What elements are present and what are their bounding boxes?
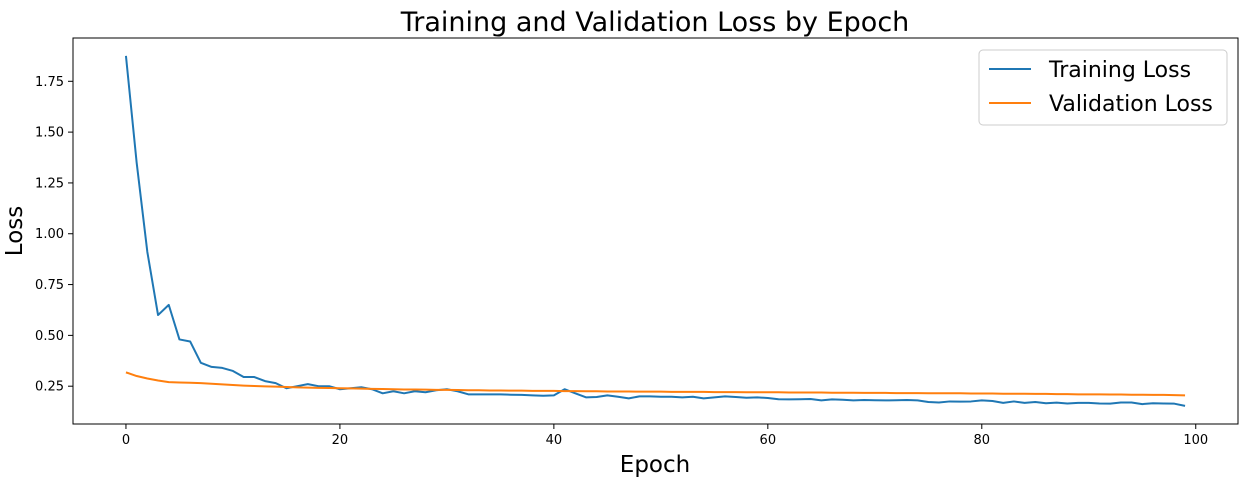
x-tick-label: 40 (546, 433, 563, 448)
legend-box (978, 49, 1228, 126)
legend-label-validation-loss: Validation Loss (1049, 92, 1213, 117)
y-axis-label: Loss (2, 206, 28, 256)
plot-area (124, 55, 1186, 407)
y-axis: 0.25 0.50 0.75 1.00 1.25 1.50 1.75 (35, 75, 73, 395)
y-tick-label: 1.75 (35, 75, 64, 90)
y-tick-label: 1.00 (35, 227, 64, 242)
y-tick-label: 0.50 (35, 329, 64, 344)
plot-frame (72, 37, 1239, 425)
x-tick-label: 60 (760, 433, 777, 448)
legend-label-training-loss: Training Loss (1048, 58, 1191, 83)
y-tick-label: 0.25 (35, 380, 64, 395)
x-tick-label: 20 (332, 433, 349, 448)
y-tick-label: 0.75 (35, 278, 64, 293)
x-tick-label: 0 (122, 433, 130, 448)
series-line-training-loss (124, 55, 1186, 407)
legend: Training Loss Validation Loss (978, 49, 1228, 126)
chart-title: Training and Validation Loss by Epoch (400, 7, 910, 38)
y-tick-label: 1.25 (35, 176, 64, 191)
x-tick-label: 80 (974, 433, 991, 448)
series-line-validation-loss (125, 371, 1186, 397)
x-tick-label: 100 (1183, 433, 1208, 448)
x-axis-label: Epoch (620, 452, 690, 478)
y-tick-label: 1.50 (35, 126, 64, 141)
x-axis: 0 20 40 60 80 100 (122, 424, 1208, 448)
